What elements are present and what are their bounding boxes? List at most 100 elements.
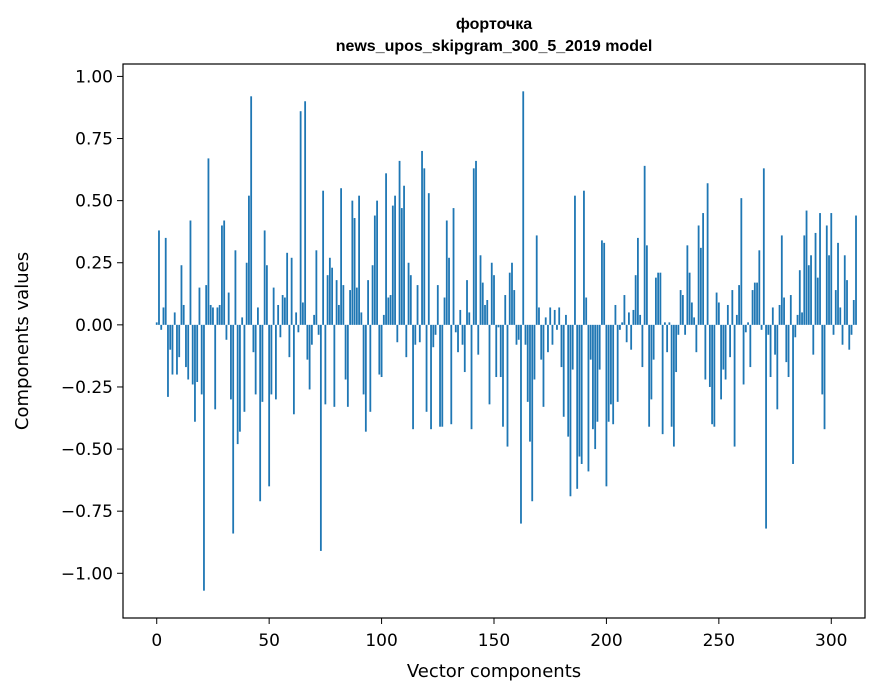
bar <box>349 290 351 325</box>
bar <box>299 111 302 325</box>
bar <box>358 195 360 325</box>
bar <box>254 324 257 395</box>
bar <box>376 200 378 325</box>
bar <box>825 225 828 325</box>
bar <box>212 307 214 325</box>
bar <box>571 324 574 370</box>
bar <box>675 324 678 373</box>
bar <box>495 324 498 378</box>
bar <box>261 324 264 402</box>
bar <box>171 324 174 375</box>
bar <box>463 324 466 373</box>
bar <box>452 208 455 325</box>
bar <box>670 324 673 427</box>
bar <box>430 324 432 430</box>
bar <box>499 324 502 378</box>
bar <box>292 324 295 415</box>
bar <box>603 242 606 325</box>
bar <box>333 324 336 407</box>
bar <box>690 302 693 325</box>
bar <box>315 250 318 325</box>
x-axis-ticks: 0 50 100 150 200 250 300 <box>151 618 847 651</box>
bar <box>468 312 471 325</box>
bar <box>326 275 329 325</box>
bar <box>414 324 417 345</box>
bar <box>187 324 190 380</box>
bar <box>324 324 327 405</box>
bar <box>756 282 758 325</box>
bar <box>200 324 203 395</box>
bar <box>740 198 743 325</box>
bar <box>852 300 855 325</box>
bar <box>711 324 713 425</box>
bar <box>319 324 322 551</box>
bar <box>594 324 597 450</box>
bar <box>227 292 230 325</box>
x-tick-label: 200 <box>590 631 622 651</box>
bar <box>472 168 475 325</box>
bar <box>576 324 579 489</box>
x-tick-label: 100 <box>365 631 397 651</box>
bar <box>403 185 405 325</box>
bar <box>652 324 655 360</box>
bar <box>207 158 210 325</box>
bar <box>713 324 716 427</box>
bar <box>268 324 271 487</box>
bar <box>821 324 824 395</box>
bar <box>648 324 651 427</box>
bar <box>281 295 284 325</box>
bar <box>535 235 538 325</box>
bar <box>760 324 763 330</box>
bar <box>241 317 244 325</box>
bar <box>272 287 275 325</box>
bar <box>369 324 372 412</box>
y-tick-label: 0.25 <box>75 254 113 274</box>
bar <box>663 322 666 325</box>
bar <box>654 277 657 325</box>
bar <box>308 324 311 390</box>
bar <box>236 324 239 445</box>
bar <box>218 304 221 325</box>
bar <box>628 312 630 325</box>
bar <box>596 324 599 422</box>
bar <box>592 324 594 430</box>
bar <box>470 324 473 430</box>
bar <box>733 324 736 447</box>
bar <box>828 255 830 325</box>
bar <box>427 193 430 325</box>
bar <box>416 285 419 325</box>
bar <box>632 309 635 325</box>
bar <box>650 324 653 400</box>
bar <box>742 324 745 385</box>
bar <box>232 324 235 534</box>
bar <box>387 297 390 325</box>
bar <box>252 324 255 353</box>
bar <box>693 317 696 325</box>
bar <box>677 324 680 335</box>
chart-subtitle: news_upos_skipgram_300_5_2019 model <box>336 38 653 55</box>
bar <box>729 324 731 358</box>
bar <box>623 295 626 325</box>
bar <box>699 247 702 325</box>
bar <box>778 304 781 325</box>
bar <box>450 324 453 425</box>
bar <box>607 324 610 422</box>
bar <box>522 91 525 325</box>
bar <box>335 280 338 325</box>
bar <box>441 324 444 427</box>
y-tick-label: −0.50 <box>61 440 113 460</box>
bar <box>816 277 819 325</box>
bar <box>708 324 711 387</box>
bar <box>283 297 286 325</box>
bar <box>558 307 561 325</box>
bar <box>448 257 450 325</box>
bar <box>789 295 792 325</box>
bar <box>688 272 691 325</box>
bar <box>855 215 857 325</box>
bar <box>378 324 381 375</box>
bar <box>832 324 835 335</box>
bar <box>601 240 603 325</box>
bar <box>351 200 354 325</box>
bar <box>486 300 489 325</box>
bar <box>767 324 770 335</box>
